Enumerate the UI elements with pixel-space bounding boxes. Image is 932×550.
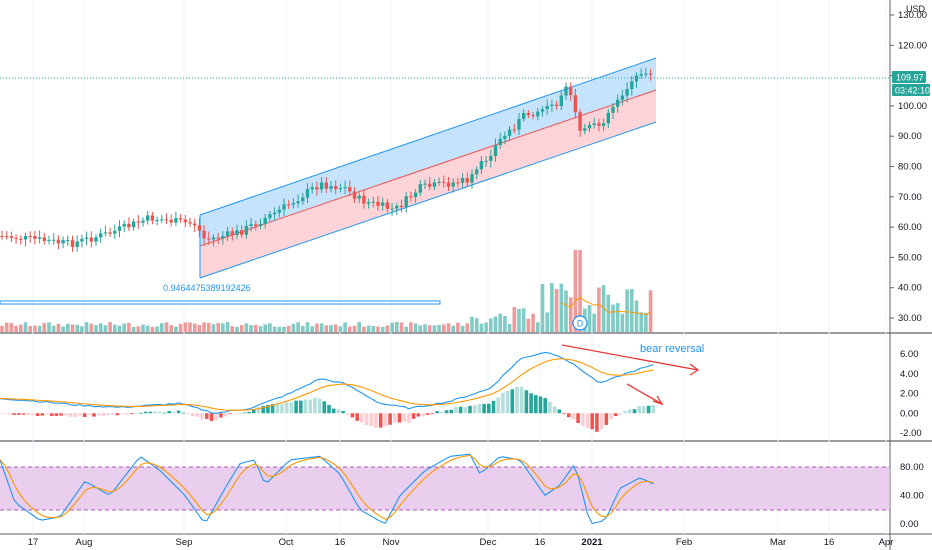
price-tick-label: 50.00 (898, 252, 922, 263)
price-tick-label: 70.00 (898, 192, 922, 203)
time-tick-label: 16 (335, 537, 346, 548)
time-tick-label: Dec (480, 537, 497, 548)
macd-tick-label: 6.00 (900, 349, 919, 360)
stoch-tick-label: 80.00 (900, 462, 924, 473)
macd-tick-label: 2.00 (900, 389, 919, 400)
macd-tick-label: 0.00 (900, 408, 919, 419)
time-tick-label: 16 (824, 537, 835, 548)
price-tick-label: 90.00 (898, 131, 922, 142)
time-tick-label: 16 (535, 537, 546, 548)
macd-line (0, 352, 653, 413)
macd-axis[interactable]: 6.00 4.00 2.00 0.00 -2.00 (900, 349, 922, 439)
price-tick-label: 80.00 (898, 162, 922, 173)
time-axis[interactable]: 17 Aug Sep Oct 16 Nov Dec 16 2021 Feb Mar 16 Apr (28, 537, 894, 548)
price-axis[interactable]: 130.00120.00110.00100.0090.0080.0070.006… (890, 10, 927, 324)
channel-mid-line (200, 90, 656, 246)
stoch-tick-label: 40.00 (900, 491, 924, 502)
vertical-gridlines (33, 0, 886, 534)
macd-signal-line (0, 359, 653, 410)
time-tick-label: Nov (383, 537, 400, 548)
macd-tick-label: 4.00 (900, 369, 919, 380)
price-tick-label: 120.00 (898, 40, 927, 51)
svg-text:03:42:10: 03:42:10 (895, 86, 930, 96)
time-tick-label: Apr (879, 537, 894, 548)
price-tick-label: 30.00 (898, 313, 922, 324)
channel-deviation-label: 0.9464475389192426 (163, 283, 251, 293)
time-tick-label: Feb (676, 537, 692, 548)
svg-text:109.97: 109.97 (896, 73, 924, 83)
stoch-tick-label: 0.00 (900, 519, 919, 530)
time-tick-label: Sep (176, 537, 193, 548)
horizontal-range-box[interactable] (0, 301, 440, 304)
time-tick-label: 17 (28, 537, 39, 548)
bear-reversal-label: bear reversal (640, 343, 704, 355)
macd-histogram (0, 387, 655, 432)
currency-label: USD (906, 4, 926, 14)
dividend-marker[interactable]: D (573, 316, 587, 330)
time-tick-label: Oct (279, 537, 294, 548)
price-tick-label: 60.00 (898, 222, 922, 233)
volume-bars (0, 250, 652, 332)
current-price-tag[interactable]: 109.97 03:42:10 (892, 71, 930, 96)
svg-text:D: D (577, 319, 584, 329)
macd-tick-label: -2.00 (900, 428, 922, 439)
price-tick-label: 40.00 (898, 283, 922, 294)
time-tick-label: Mar (770, 537, 786, 548)
time-tick-label: Aug (76, 537, 93, 548)
regression-channel[interactable] (200, 58, 656, 278)
stoch-axis[interactable]: 80.00 40.00 0.00 (900, 462, 924, 530)
time-tick-label: 2021 (581, 537, 603, 548)
price-tick-label: 100.00 (898, 101, 927, 112)
